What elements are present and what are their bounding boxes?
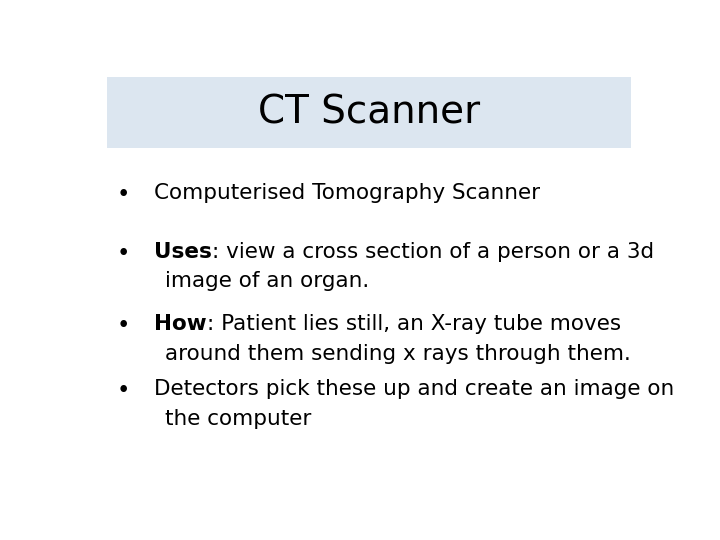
Text: : Patient lies still, an X-ray tube moves: : Patient lies still, an X-ray tube move… [207, 314, 621, 334]
Text: Detectors pick these up and create an image on: Detectors pick these up and create an im… [154, 379, 675, 399]
Text: How: How [154, 314, 207, 334]
Text: Computerised Tomography Scanner: Computerised Tomography Scanner [154, 183, 540, 203]
Text: around them sending x rays through them.: around them sending x rays through them. [166, 344, 631, 364]
Text: •: • [117, 241, 130, 265]
Text: CT Scanner: CT Scanner [258, 93, 480, 132]
Bar [107, 77, 631, 148]
Text: •: • [117, 379, 130, 402]
Text: •: • [117, 183, 130, 206]
Text: •: • [117, 314, 130, 338]
Text: : view a cross section of a person or a 3d: : view a cross section of a person or a … [212, 241, 654, 261]
Text: the computer: the computer [166, 409, 312, 429]
Text: Uses: Uses [154, 241, 212, 261]
Text: image of an organ.: image of an organ. [166, 272, 369, 292]
